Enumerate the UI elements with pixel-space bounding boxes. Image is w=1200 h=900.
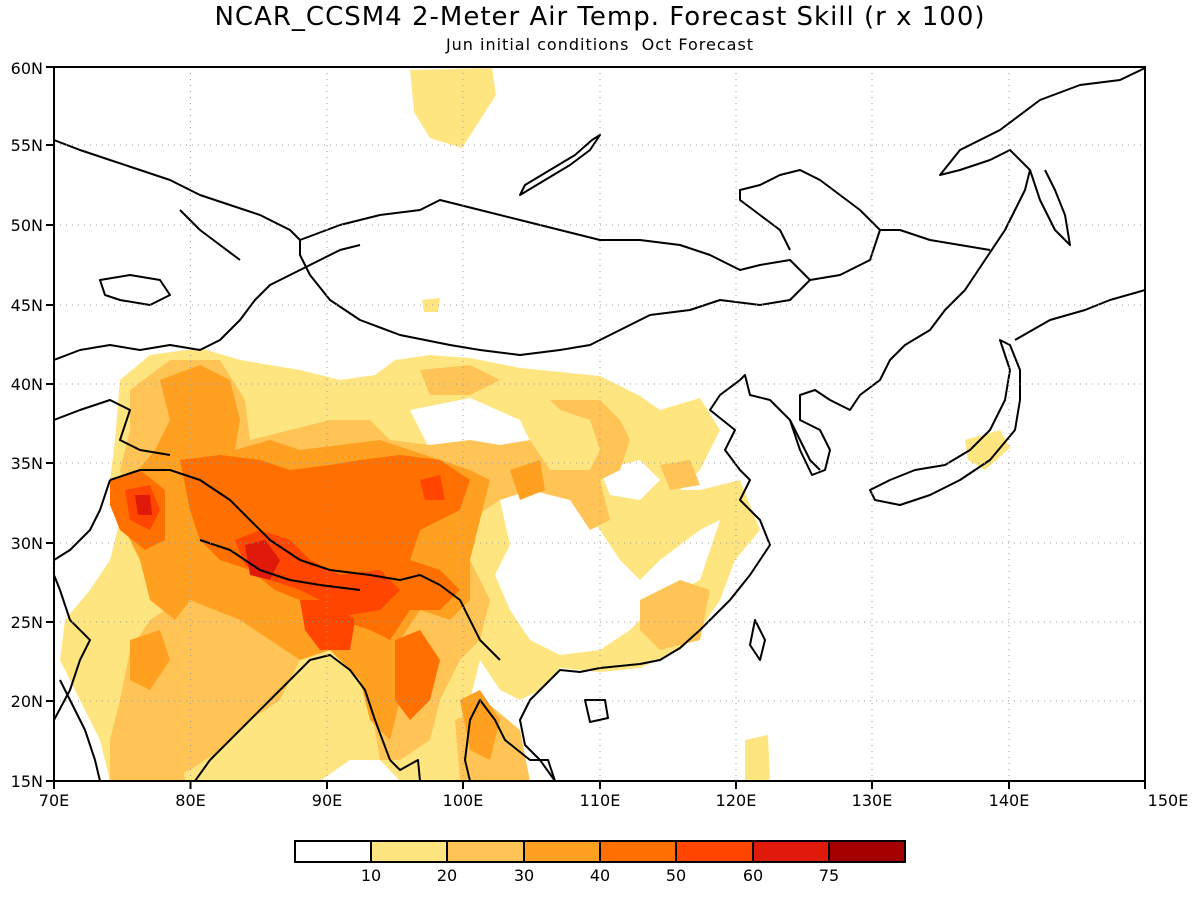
x-tick-label: 70E: [39, 791, 69, 810]
x-tick-label: 150E: [1148, 791, 1189, 810]
colorbar-swatch: [446, 840, 525, 863]
y-tick-label: 20N: [11, 692, 43, 711]
x-tick-marks: [53, 781, 1146, 789]
chart-title: NCAR_CCSM4 2-Meter Air Temp. Forecast Sk…: [214, 2, 986, 32]
x-tick-label: 130E: [852, 791, 893, 810]
colorbar-swatch: [675, 840, 754, 863]
colorbar-label: 50: [666, 866, 686, 885]
colorbar-label: 75: [819, 866, 839, 885]
colorbar-swatch: [752, 840, 830, 863]
colorbar-swatch: [599, 840, 677, 863]
y-tick-label: 35N: [11, 454, 43, 473]
colorbar-swatch: [828, 840, 906, 863]
x-tick-label: 140E: [989, 791, 1030, 810]
x-tick-labels: 70E 80E 90E 100E 110E 120E 130E 140E 150…: [39, 791, 1189, 810]
coastlines: [54, 67, 1145, 781]
colorbar-label: 20: [437, 866, 457, 885]
x-tick-label: 100E: [443, 791, 484, 810]
colorbar-labels: 10 20 30 40 50 60 75: [361, 866, 839, 885]
colorbar-label: 40: [590, 866, 610, 885]
y-tick-label: 45N: [11, 296, 43, 315]
x-tick-label: 80E: [175, 791, 205, 810]
colorbar-swatch: [523, 840, 601, 863]
y-tick-label: 40N: [11, 375, 43, 394]
colorbar-label: 10: [361, 866, 381, 885]
y-tick-label: 30N: [11, 534, 43, 553]
colorbar-swatch: [370, 840, 448, 863]
x-tick-label: 90E: [312, 791, 342, 810]
y-tick-label: 60N: [11, 59, 43, 78]
x-tick-label: 120E: [716, 791, 757, 810]
y-tick-label: 25N: [11, 613, 43, 632]
y-tick-label: 15N: [11, 772, 43, 791]
y-tick-label: 50N: [11, 216, 43, 235]
grid-lines: [54, 67, 1145, 781]
colorbar: [294, 840, 906, 863]
y-tick-label: 55N: [11, 136, 43, 155]
colorbar-label: 60: [743, 866, 763, 885]
y-tick-labels: 15N 20N 25N 30N 35N 40N 45N 50N 55N 60N: [11, 59, 43, 791]
colorbar-label: 30: [514, 866, 534, 885]
chart-subtitle: Jun initial conditions Oct Forecast: [445, 35, 755, 54]
skill-shading: [60, 68, 1010, 781]
x-tick-label: 110E: [580, 791, 621, 810]
colorbar-swatch: [294, 840, 372, 863]
y-tick-marks: [46, 66, 54, 782]
